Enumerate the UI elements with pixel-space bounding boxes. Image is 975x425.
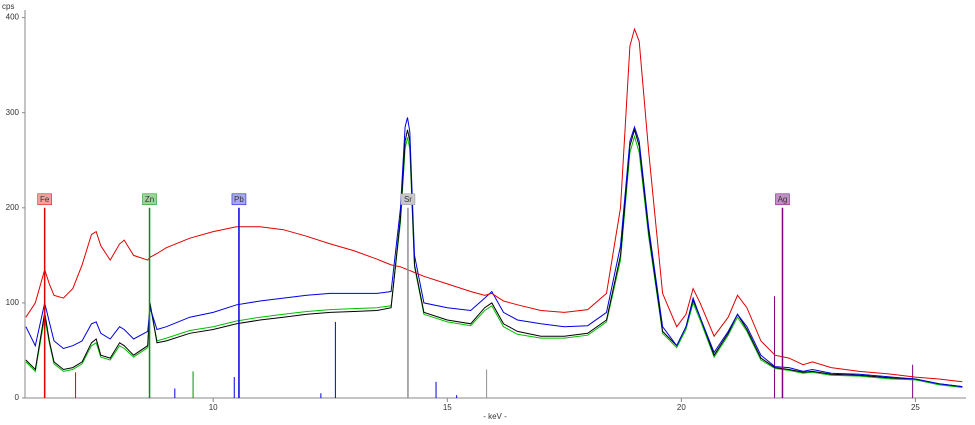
- element-label-box: [231, 193, 247, 206]
- y-tick-label: 200: [6, 203, 20, 212]
- x-tick-label: 10: [209, 403, 218, 412]
- x-tick-label: 20: [677, 403, 686, 412]
- element-label-box: [400, 193, 416, 206]
- y-axis-label: cps: [2, 2, 14, 11]
- spectrum-line: [25, 134, 963, 388]
- element-label-box: [775, 193, 790, 206]
- y-tick-label: 400: [6, 13, 20, 22]
- element-label: Sr: [404, 195, 412, 204]
- element-label-box: [142, 193, 157, 206]
- element-label: Ag: [778, 195, 788, 204]
- spectrum-line: [25, 27, 963, 383]
- spectrum-line: [25, 127, 963, 388]
- y-tick-label: 100: [6, 298, 20, 307]
- element-label: Zn: [145, 195, 154, 204]
- x-tick-label: 15: [443, 403, 452, 412]
- spectrum-line: [25, 117, 963, 388]
- x-axis-label: - keV -: [483, 412, 507, 421]
- y-tick-label: 300: [6, 108, 20, 117]
- element-label-box: [37, 193, 52, 206]
- y-tick-label: 0: [15, 393, 20, 402]
- element-label: Fe: [40, 195, 50, 204]
- element-label: Pb: [234, 195, 244, 204]
- x-tick-label: 25: [911, 403, 920, 412]
